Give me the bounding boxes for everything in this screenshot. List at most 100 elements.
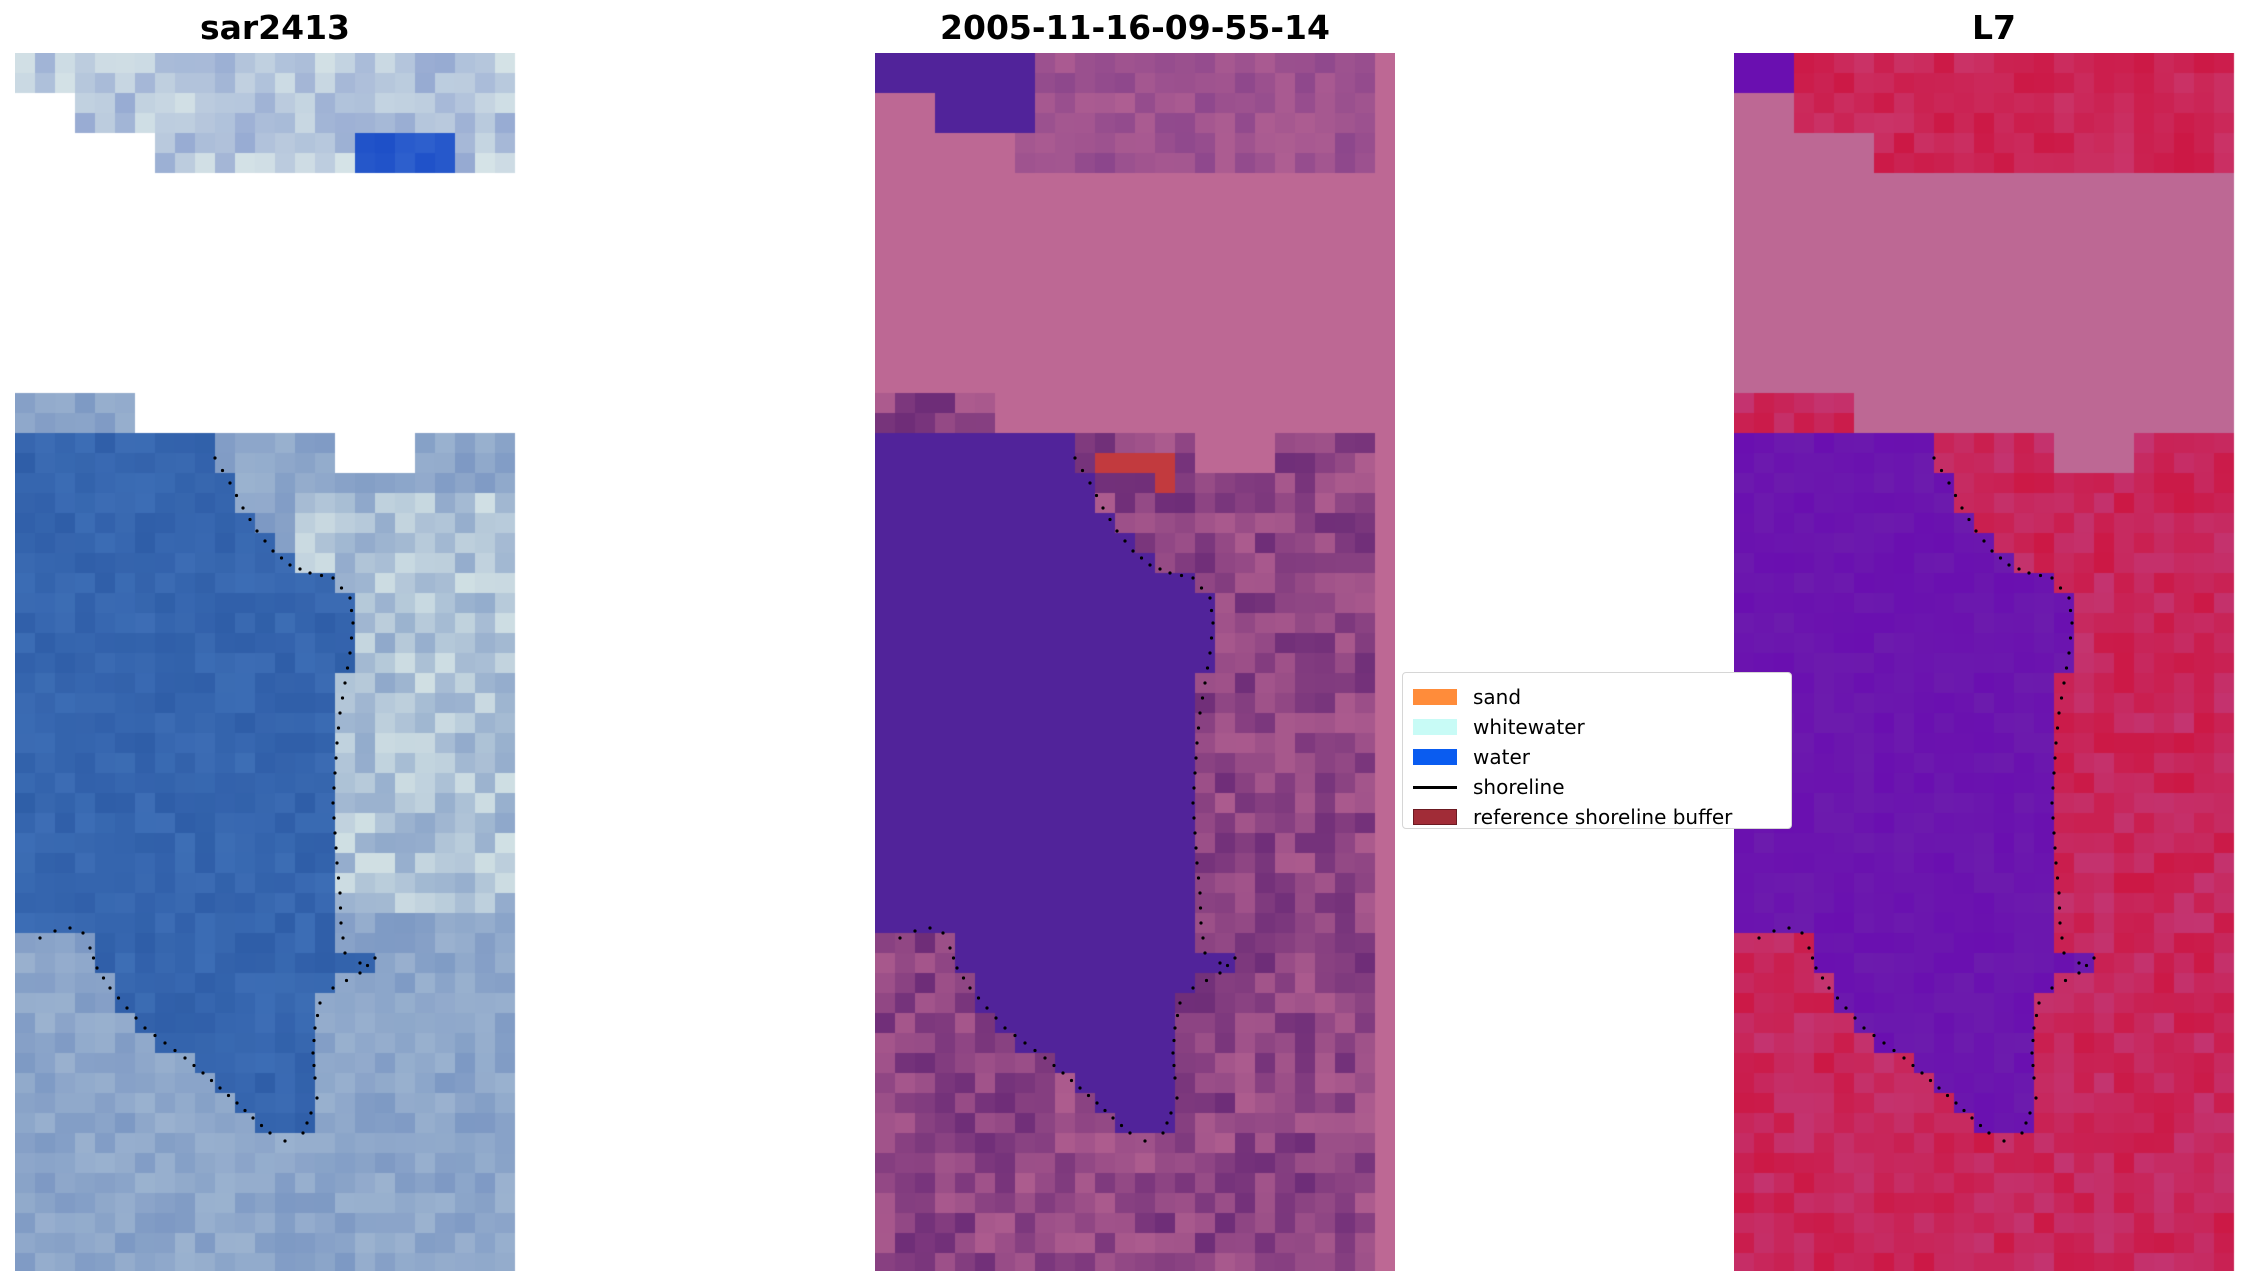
shoreline-point <box>213 456 217 460</box>
shoreline-point <box>976 996 981 1000</box>
shoreline-point <box>308 571 312 575</box>
shoreline-point <box>53 929 57 933</box>
shoreline-point <box>339 921 343 925</box>
shoreline-point <box>948 946 952 950</box>
shoreline-point <box>1158 567 1162 571</box>
shoreline-point <box>1094 493 1099 498</box>
shoreline-point <box>1198 906 1203 910</box>
shoreline-point <box>1173 1026 1177 1030</box>
legend-item-shoreline: shoreline <box>1413 772 1565 802</box>
shoreline-point <box>1939 468 1944 473</box>
shoreline-point <box>1171 1051 1175 1055</box>
shoreline-point <box>2053 756 2057 760</box>
shoreline-point <box>1013 1033 1017 1038</box>
classified-image-canvas <box>875 53 1395 1271</box>
shoreline-point <box>2057 891 2061 895</box>
shoreline-point <box>2057 906 2062 910</box>
shoreline-point <box>1218 961 1222 965</box>
shoreline-point <box>2057 711 2061 715</box>
shoreline-point <box>1835 996 1840 1000</box>
shoreline-point <box>301 1131 305 1135</box>
shoreline-point <box>338 906 343 910</box>
shoreline-point <box>1882 1041 1886 1045</box>
shoreline-point <box>1199 921 1203 925</box>
shoreline-point <box>1208 651 1212 655</box>
shoreline-point <box>1128 1131 1132 1135</box>
shoreline-point <box>985 1006 989 1010</box>
shoreline-point <box>913 929 917 933</box>
shoreline-point <box>81 931 85 935</box>
shoreline-point <box>1095 1101 1099 1105</box>
shoreline-point <box>331 801 335 805</box>
shoreline-point <box>2024 1121 2028 1125</box>
shoreline-point <box>271 549 275 553</box>
shoreline-point <box>288 563 292 567</box>
shoreline-point <box>2028 1111 2032 1115</box>
shoreline-point <box>334 846 338 850</box>
shoreline-point <box>1196 726 1201 730</box>
shoreline-point <box>1073 456 1077 460</box>
shoreline-point <box>2059 696 2064 700</box>
shoreline-point <box>1967 517 1971 522</box>
shoreline-point <box>68 926 72 930</box>
shoreline-point <box>1139 556 1144 560</box>
shoreline-point <box>2031 1063 2035 1068</box>
shoreline-overlay-sar <box>38 456 377 1143</box>
shoreline-point <box>334 756 338 760</box>
shoreline-point <box>336 876 341 880</box>
shoreline-point <box>1003 1026 1007 1030</box>
shoreline-point <box>91 956 96 960</box>
shoreline-point <box>2002 1139 2006 1143</box>
shoreline-point <box>2050 986 2054 990</box>
shoreline-point <box>2064 666 2069 670</box>
shoreline-point <box>1233 956 1237 960</box>
shoreline-point <box>1960 506 1964 510</box>
shoreline-point <box>1820 976 1825 980</box>
shoreline-point <box>1052 1063 1056 1068</box>
shoreline-point <box>331 576 335 580</box>
legend-label-whitewater: whitewater <box>1473 715 1585 739</box>
shoreline-point <box>2063 978 2068 983</box>
shoreline-point <box>1173 1076 1177 1080</box>
shoreline-point <box>263 539 267 543</box>
shoreline-point <box>2058 921 2062 925</box>
shoreline-point <box>2032 1026 2036 1030</box>
shoreline-point <box>1175 1096 1179 1100</box>
shoreline-point <box>1200 696 1205 700</box>
shoreline-point <box>1119 1123 1124 1128</box>
shoreline-point <box>318 1001 322 1005</box>
shoreline-point <box>2077 971 2081 975</box>
shoreline-point <box>2051 786 2055 790</box>
shoreline-point <box>88 946 92 950</box>
shoreline-point <box>1844 1006 1848 1010</box>
shoreline-point <box>2054 741 2058 745</box>
shoreline-point <box>243 1108 247 1113</box>
shoreline-point <box>2062 951 2066 955</box>
shoreline-point <box>358 961 362 965</box>
shoreline-point <box>101 976 106 980</box>
legend: sand whitewater water shoreline referenc… <box>1402 672 1792 829</box>
shoreline-point <box>351 621 355 625</box>
shoreline-point <box>2034 1096 2038 1100</box>
legend-item-buffer: reference shoreline buffer <box>1413 802 1732 828</box>
shoreline-point <box>1195 861 1199 865</box>
shoreline-point <box>2068 608 2073 613</box>
image-panel-classified <box>875 53 1395 1271</box>
shoreline-point <box>2007 563 2011 567</box>
shoreline-point <box>1787 926 1791 930</box>
shoreline-point <box>1203 681 1207 685</box>
shoreline-point <box>1172 1038 1176 1043</box>
shoreline-point <box>898 936 902 940</box>
shoreline-point <box>201 1071 205 1075</box>
shoreline-point <box>1115 529 1119 533</box>
shoreline-point <box>279 556 284 560</box>
shoreline-point <box>248 517 252 522</box>
shoreline-point <box>345 666 350 670</box>
shoreline-point <box>312 1038 316 1043</box>
shoreline-point <box>1193 831 1197 835</box>
shoreline-point <box>1165 1121 1169 1125</box>
shoreline-point <box>348 596 352 600</box>
shoreline-point <box>1218 971 1222 975</box>
shoreline-point <box>235 1101 239 1105</box>
shoreline-point <box>313 1026 317 1030</box>
